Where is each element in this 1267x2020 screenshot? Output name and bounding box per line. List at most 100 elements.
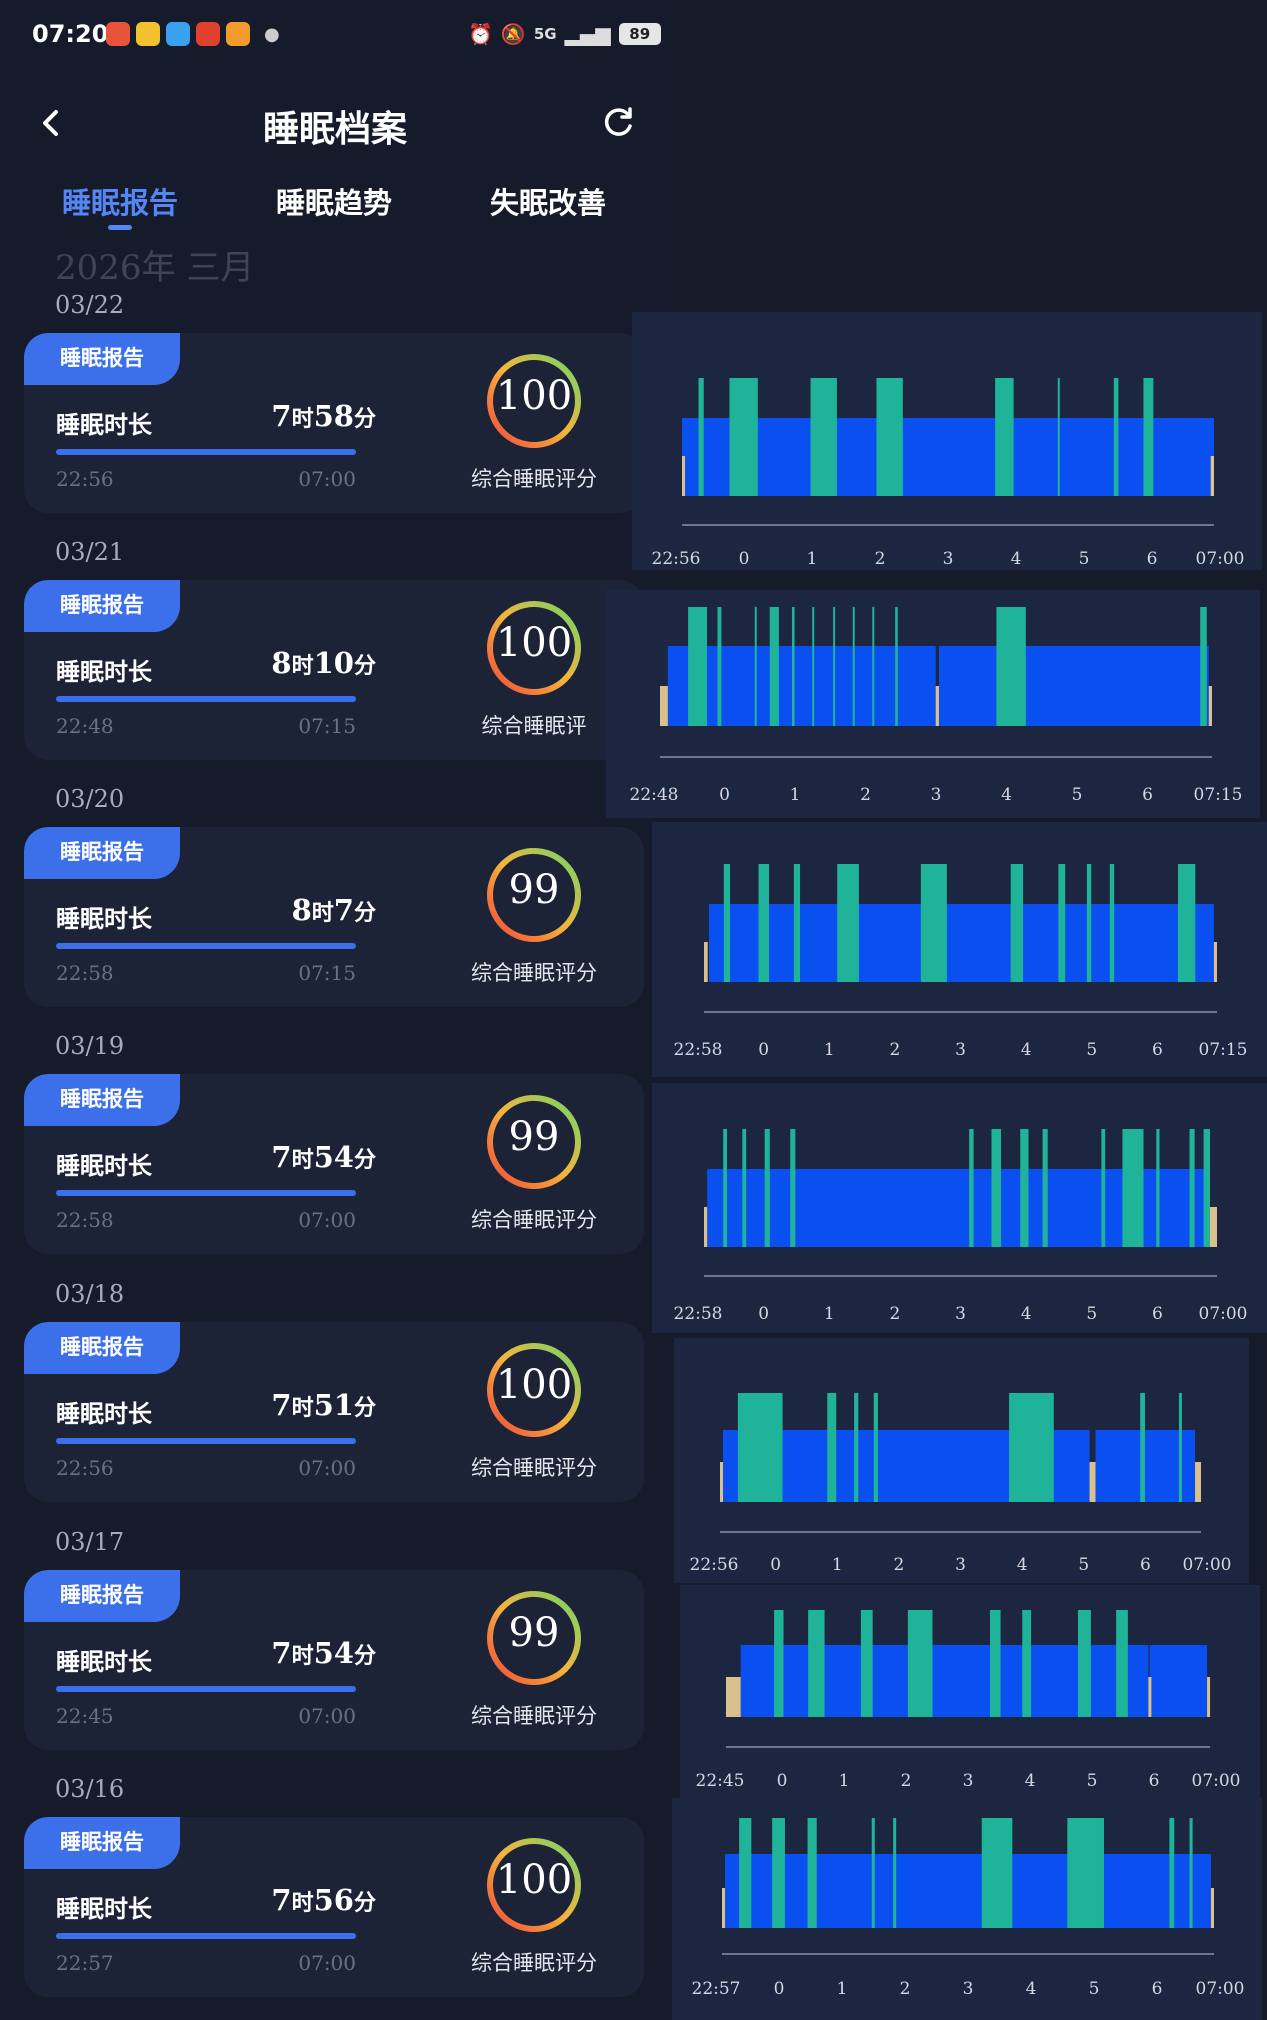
deep-sleep-bar [1177,864,1196,982]
deep-sleep-bar [991,1129,1002,1247]
record-date: 03/21 [55,538,125,566]
sleep-report-card[interactable]: 睡眠报告 睡眠时长 7时54分 22:58 07:00 99 综合睡眠评分 [24,1074,644,1254]
duration-bar [56,1933,356,1939]
duration-label: 睡眠时长 [56,1152,152,1180]
sleep-stage-chart-svg: 22:56 0 1 2 3 4 5 6 07:00 [652,378,1245,569]
duration-hours-unit: 时 [291,1891,314,1916]
sleep-score: 100 [495,1362,573,1408]
duration-minutes: 51 [313,1388,354,1422]
score-ring [487,354,581,448]
deep-sleep-bar [895,607,898,726]
sleep-report-card[interactable]: 睡眠报告 睡眠时长 7时56分 22:57 07:00 100 综合睡眠评分 [24,1817,644,1997]
awake-bar [1213,942,1217,982]
chart-axis-tick-label: 2 [860,785,871,805]
score-ring [487,1343,581,1437]
chart-axis-tick-label: 2 [901,1771,912,1791]
report-tag: 睡眠报告 [24,1570,180,1622]
sleep-end-time: 07:00 [298,1951,356,1975]
sleep-end-time: 07:15 [298,961,356,985]
sleep-stage-chart: 22:45 0 1 2 3 4 5 6 07:00 [680,1585,1260,1813]
sleep-stage-chart: 22:58 0 1 2 3 4 5 6 07:15 [652,822,1267,1077]
deep-sleep-bar [995,378,1014,496]
chart-axis-tick-label: 4 [1001,785,1012,805]
chart-axis-tick-label: 6 [1149,1771,1160,1791]
sleep-report-card[interactable]: 睡眠报告 睡眠时长 8时10分 22:48 07:15 100 综合睡眠评 [24,580,644,760]
duration-minutes-unit: 分 [353,1148,376,1173]
sleep-duration: 8时10分 [174,646,376,680]
deep-sleep-bar [1042,1129,1048,1247]
chart-axis-tick-label: 4 [1011,549,1022,569]
sleep-report-card[interactable]: 睡眠报告 睡眠时长 8时7分 22:58 07:15 99 综合睡眠评分 [24,827,644,1007]
chart-axis-tick-label: 6 [1140,1555,1151,1575]
sleep-score: 99 [508,1610,560,1656]
deep-sleep-bar [737,1393,783,1502]
record-date: 03/22 [55,291,125,319]
light-sleep-bar [708,904,1214,982]
deep-sleep-bar [742,1129,747,1247]
sleep-score: 100 [495,1857,573,1903]
duration-bar [56,943,356,949]
awake-bar [660,686,668,726]
deep-sleep-bar [990,1610,1001,1717]
deep-sleep-bar [772,1818,785,1928]
deep-sleep-bar [854,1393,859,1502]
duration-minutes-unit: 分 [353,1396,376,1421]
deep-sleep-bar [807,1818,817,1928]
tab-sleep-report[interactable]: 睡眠报告 [62,186,179,220]
refresh-icon[interactable] [600,104,636,140]
record-date: 03/17 [55,1528,125,1556]
awake-bar [1210,1888,1214,1928]
deep-sleep-bar [790,1129,796,1247]
chart-axis-tick-label: 2 [893,1555,904,1575]
deep-sleep-bar [852,607,855,726]
tab-insomnia-improvement[interactable]: 失眠改善 [490,186,607,220]
chart-axis-tick-label: 1 [790,785,801,805]
sleep-stage-chart: 22:57 0 1 2 3 4 5 6 07:00 [672,1798,1262,2020]
deep-sleep-bar [1169,1818,1175,1928]
duration-bar [56,696,356,702]
duration-minutes: 56 [313,1883,354,1917]
month-label: 2026年 三月 [55,248,255,288]
more-notifications-dot-icon: ● [264,24,280,45]
signal-bars-icon: ▂▄▆ [564,22,611,46]
sleep-stage-chart: 22:56 0 1 2 3 4 5 6 07:00 [674,1338,1249,1583]
chart-axis-tick-label: 5 [1086,1040,1097,1060]
active-tab-indicator [108,225,132,230]
sleep-stage-chart: 22:58 0 1 2 3 4 5 6 07:00 [652,1083,1267,1333]
score-ring [487,601,581,695]
duration-minutes-unit: 分 [353,654,376,679]
score-label: 综合睡眠评分 [471,961,597,985]
score-ring [487,1591,581,1685]
duration-minutes-unit: 分 [353,901,376,926]
duration-hours: 7 [271,1140,292,1174]
duration-hours-unit: 时 [291,1148,314,1173]
score-ring [487,848,581,942]
app-notification-icon [106,22,130,46]
awake-bar [1207,1677,1211,1717]
deep-sleep-bar [729,378,758,496]
duration-hours-unit: 时 [291,407,314,432]
sleep-archive-screen: 07:20 ● ⏰ 🔕 5G ▂▄▆ 89 睡眠档案 [24,20,661,1997]
awake-bar [726,1677,741,1717]
deep-sleep-bar [1067,1818,1104,1928]
tab-sleep-trend[interactable]: 睡眠趋势 [276,186,393,220]
chevron-left-icon[interactable] [38,108,64,138]
chart-axis-tick-label: 5 [1072,785,1083,805]
score-ring [487,1838,581,1932]
duration-hours: 7 [271,1883,292,1917]
awake-bar [720,1462,723,1502]
sleep-report-card[interactable]: 睡眠报告 睡眠时长 7时58分 22:56 07:00 100 综合睡眠评分 [24,333,644,513]
chart-axis-tick-label: 22:56 [690,1555,739,1575]
app-notification-icon [226,22,250,46]
deep-sleep-bar [907,1610,933,1717]
sleep-stage-chart-svg: 22:58 0 1 2 3 4 5 6 07:15 [674,864,1248,1060]
sleep-score: 99 [508,867,560,913]
light-sleep-bar [938,646,1209,726]
sleep-report-card[interactable]: 睡眠报告 睡眠时长 7时54分 22:45 07:00 99 综合睡眠评分 [24,1570,644,1750]
sleep-stage-chart: 22:48 0 1 2 3 4 5 6 07:15 [606,590,1260,818]
chart-axis-tick-label: 0 [777,1771,788,1791]
deep-sleep-bar [1200,607,1207,726]
sleep-report-card[interactable]: 睡眠报告 睡眠时长 7时51分 22:56 07:00 100 综合睡眠评分 [24,1322,644,1502]
duration-label: 睡眠时长 [56,1400,152,1428]
chart-axis-tick-label: 5 [1078,1555,1089,1575]
